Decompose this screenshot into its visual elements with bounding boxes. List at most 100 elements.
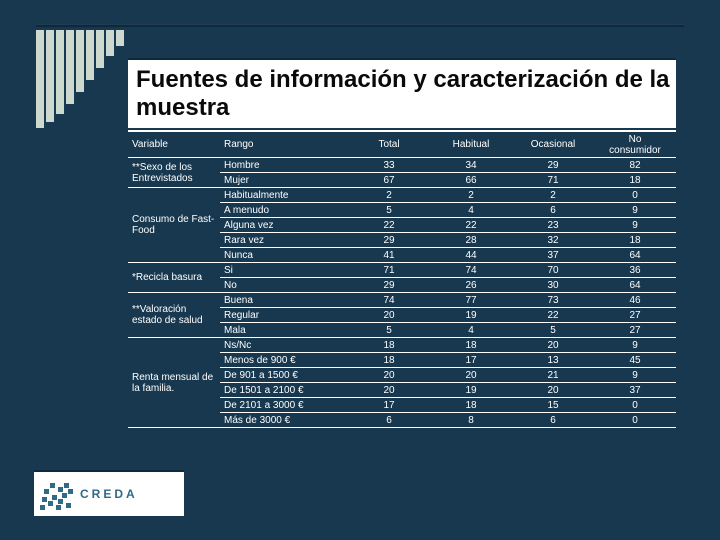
value-cell: 41 <box>348 248 430 263</box>
rango-cell: Habitualmente <box>220 188 348 203</box>
value-cell: 2 <box>512 188 594 203</box>
value-cell: 29 <box>512 158 594 173</box>
value-cell: 45 <box>594 353 676 368</box>
table-row: **Sexo de los EntrevistadosHombre3334298… <box>128 158 676 173</box>
value-cell: 32 <box>512 233 594 248</box>
value-cell: 64 <box>594 278 676 293</box>
table-row: Consumo de Fast-FoodHabitualmente2220 <box>128 188 676 203</box>
value-cell: 71 <box>348 263 430 278</box>
value-cell: 9 <box>594 218 676 233</box>
value-cell: 18 <box>430 398 512 413</box>
value-cell: 13 <box>512 353 594 368</box>
value-cell: 8 <box>430 413 512 428</box>
variable-cell: Consumo de Fast-Food <box>128 188 220 263</box>
value-cell: 17 <box>430 353 512 368</box>
value-cell: 0 <box>594 398 676 413</box>
value-cell: 27 <box>594 308 676 323</box>
rango-cell: Si <box>220 263 348 278</box>
value-cell: 70 <box>512 263 594 278</box>
value-cell: 33 <box>348 158 430 173</box>
table-row: Renta mensual de la familia.Ns/Nc1818209 <box>128 338 676 353</box>
data-table: VariableRangoTotalHabitualOcasionalNocon… <box>128 130 676 428</box>
value-cell: 2 <box>348 188 430 203</box>
value-cell: 74 <box>348 293 430 308</box>
variable-cell: **Sexo de los Entrevistados <box>128 158 220 188</box>
value-cell: 67 <box>348 173 430 188</box>
value-cell: 20 <box>348 368 430 383</box>
value-cell: 44 <box>430 248 512 263</box>
value-cell: 27 <box>594 323 676 338</box>
variable-cell: *Recicla basura <box>128 263 220 293</box>
rango-cell: Regular <box>220 308 348 323</box>
rango-cell: Menos de 900 € <box>220 353 348 368</box>
value-cell: 19 <box>430 383 512 398</box>
value-cell: 5 <box>348 323 430 338</box>
value-cell: 20 <box>348 383 430 398</box>
logo-mark-icon <box>40 479 74 509</box>
table-row: *Recicla basuraSi71747036 <box>128 263 676 278</box>
column-header: Rango <box>220 131 348 158</box>
value-cell: 21 <box>512 368 594 383</box>
value-cell: 17 <box>348 398 430 413</box>
rango-cell: Rara vez <box>220 233 348 248</box>
value-cell: 37 <box>594 383 676 398</box>
value-cell: 0 <box>594 413 676 428</box>
value-cell: 22 <box>348 218 430 233</box>
value-cell: 9 <box>594 368 676 383</box>
title-panel: Fuentes de información y caracterización… <box>128 58 676 128</box>
value-cell: 37 <box>512 248 594 263</box>
value-cell: 15 <box>512 398 594 413</box>
value-cell: 30 <box>512 278 594 293</box>
value-cell: 20 <box>348 308 430 323</box>
value-cell: 18 <box>348 338 430 353</box>
rango-cell: Alguna vez <box>220 218 348 233</box>
value-cell: 18 <box>594 173 676 188</box>
table-row: **Valoración estado de saludBuena7477734… <box>128 293 676 308</box>
value-cell: 6 <box>348 413 430 428</box>
value-cell: 64 <box>594 248 676 263</box>
value-cell: 26 <box>430 278 512 293</box>
rango-cell: Mala <box>220 323 348 338</box>
rango-cell: Buena <box>220 293 348 308</box>
rango-cell: Más de 3000 € <box>220 413 348 428</box>
value-cell: 66 <box>430 173 512 188</box>
value-cell: 28 <box>430 233 512 248</box>
rango-cell: Nunca <box>220 248 348 263</box>
value-cell: 18 <box>430 338 512 353</box>
value-cell: 5 <box>348 203 430 218</box>
column-header: Total <box>348 131 430 158</box>
value-cell: 18 <box>594 233 676 248</box>
value-cell: 9 <box>594 203 676 218</box>
value-cell: 4 <box>430 323 512 338</box>
value-cell: 82 <box>594 158 676 173</box>
value-cell: 46 <box>594 293 676 308</box>
value-cell: 18 <box>348 353 430 368</box>
rango-cell: De 901 a 1500 € <box>220 368 348 383</box>
value-cell: 9 <box>594 338 676 353</box>
value-cell: 6 <box>512 413 594 428</box>
value-cell: 5 <box>512 323 594 338</box>
rango-cell: Ns/Nc <box>220 338 348 353</box>
value-cell: 20 <box>430 368 512 383</box>
rango-cell: De 1501 a 2100 € <box>220 383 348 398</box>
value-cell: 20 <box>512 338 594 353</box>
value-cell: 23 <box>512 218 594 233</box>
rango-cell: Hombre <box>220 158 348 173</box>
column-header: Ocasional <box>512 131 594 158</box>
rango-cell: A menudo <box>220 203 348 218</box>
value-cell: 73 <box>512 293 594 308</box>
slide-title: Fuentes de información y caracterización… <box>136 66 676 121</box>
decorative-bars <box>36 30 124 128</box>
value-cell: 29 <box>348 233 430 248</box>
variable-cell: Renta mensual de la familia. <box>128 338 220 428</box>
value-cell: 71 <box>512 173 594 188</box>
value-cell: 20 <box>512 383 594 398</box>
column-header: Habitual <box>430 131 512 158</box>
value-cell: 0 <box>594 188 676 203</box>
column-header: Variable <box>128 131 220 158</box>
value-cell: 22 <box>430 218 512 233</box>
value-cell: 6 <box>512 203 594 218</box>
value-cell: 74 <box>430 263 512 278</box>
value-cell: 4 <box>430 203 512 218</box>
column-header: Noconsumidor <box>594 131 676 158</box>
